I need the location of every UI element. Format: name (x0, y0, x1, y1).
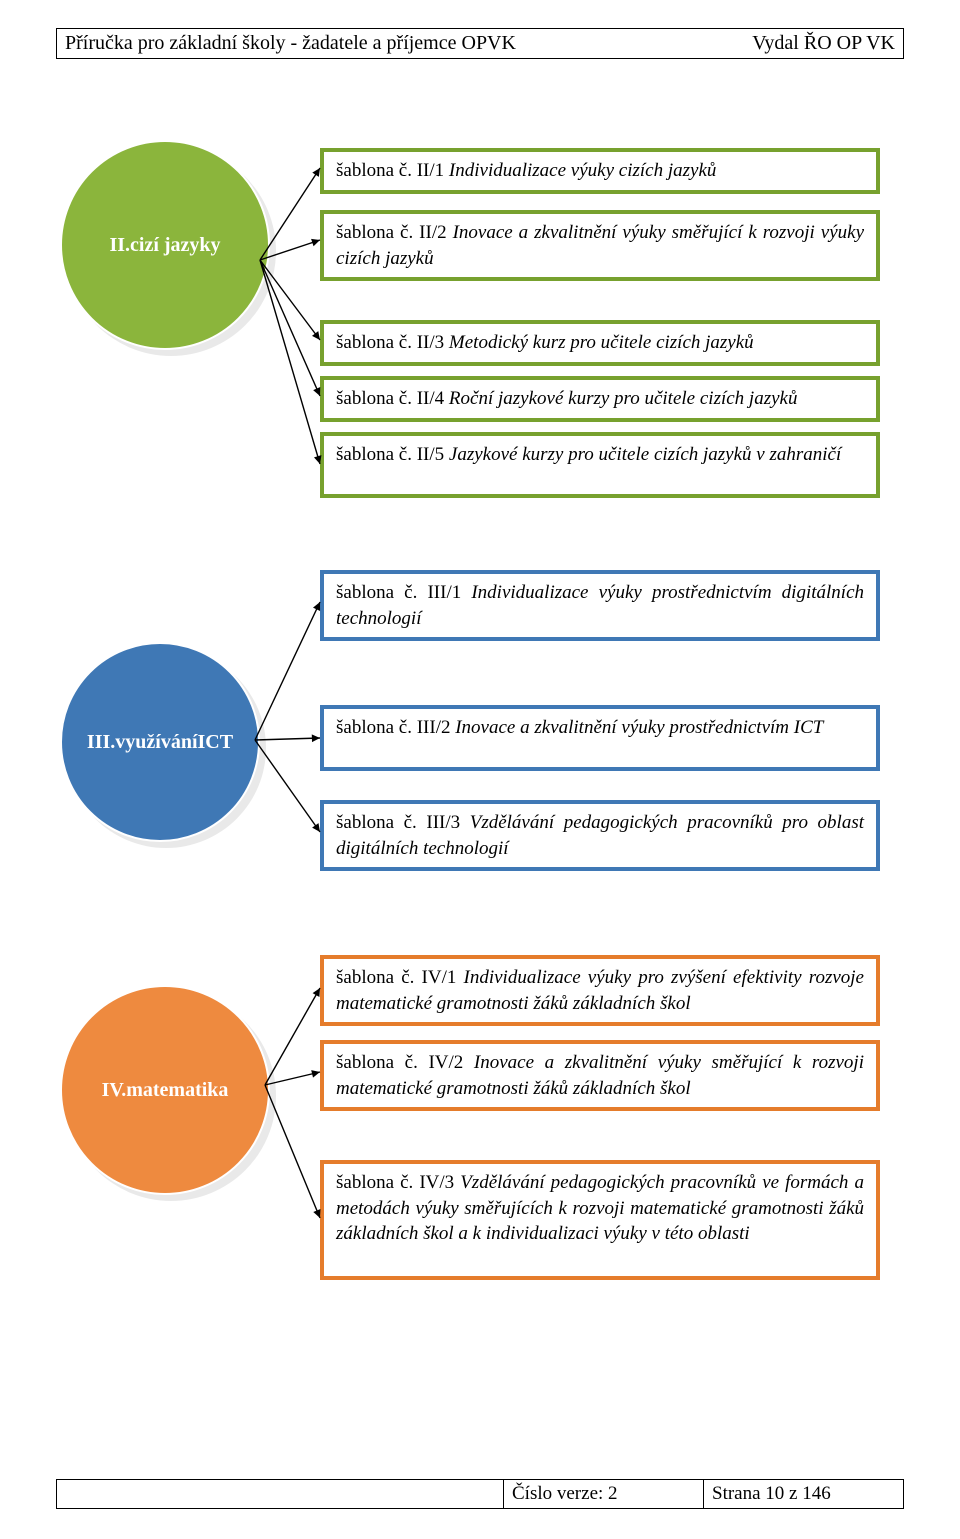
sec2-circle-face: II.cizí jazyky (60, 140, 270, 350)
template-body: Jazykové kurzy pro učitele cizích jazyků… (449, 444, 841, 465)
sec2-circle: II.cizí jazyky (60, 140, 280, 360)
sec3-template-box: šablona č. III/1 Individualizace výuky p… (320, 570, 880, 641)
sec2-template-box: šablona č. II/2 Inovace a zkvalitnění vý… (320, 210, 880, 281)
circle-label-line: II. (109, 233, 130, 258)
template-prefix: šablona č. II/5 (336, 444, 449, 465)
template-body: Inovace a zkvalitnění výuky prostřednict… (455, 717, 823, 738)
sec4-template-box: šablona č. IV/2 Inovace a zkvalitnění vý… (320, 1040, 880, 1111)
sec4-template-box: šablona č. IV/1 Individualizace výuky pr… (320, 955, 880, 1026)
sec3-template-box: šablona č. III/3 Vzdělávání pedagogickýc… (320, 800, 880, 871)
template-prefix: šablona č. IV/3 (336, 1172, 460, 1193)
circle-label-line: ICT (198, 730, 234, 755)
header-right: Vydal ŘO OP VK (752, 32, 895, 55)
template-prefix: šablona č. IV/2 (336, 1052, 474, 1073)
circle-label-line: matematika (126, 1078, 228, 1103)
template-prefix: šablona č. III/2 (336, 717, 455, 738)
sec4-circle-face: IV.matematika (60, 985, 270, 1195)
sec2-template-box: šablona č. II/3 Metodický kurz pro učite… (320, 320, 880, 366)
template-prefix: šablona č. II/3 (336, 332, 449, 353)
header-bar: Příručka pro základní školy - žadatele a… (56, 28, 904, 59)
circle-label-line: IV. (102, 1078, 127, 1103)
footer-version: Číslo verze: 2 (504, 1479, 704, 1509)
sec4-template-box: šablona č. IV/3 Vzdělávání pedagogických… (320, 1160, 880, 1280)
page: Příručka pro základní školy - žadatele a… (0, 0, 960, 1539)
circle-label-line: III. (87, 730, 115, 755)
circle-label-line: cizí jazyky (130, 233, 221, 258)
sec4-circle: IV.matematika (60, 985, 280, 1205)
template-body: Roční jazykové kurzy pro učitele cizích … (449, 388, 798, 409)
sec3-circle: III.využíváníICT (60, 642, 270, 852)
footer-row: Číslo verze: 2 Strana 10 z 146 (56, 1479, 904, 1509)
template-body: Metodický kurz pro učitele cizích jazyků (449, 332, 754, 353)
footer-spacer (56, 1479, 504, 1509)
circle-label-line: využívání (115, 730, 197, 755)
template-body: Individualizace výuky cizích jazyků (449, 160, 716, 181)
header-left: Příručka pro základní školy - žadatele a… (65, 32, 516, 55)
sec3-template-box: šablona č. III/2 Inovace a zkvalitnění v… (320, 705, 880, 771)
sec3-circle-face: III.využíváníICT (60, 642, 260, 842)
template-prefix: šablona č. III/1 (336, 582, 471, 603)
template-prefix: šablona č. II/4 (336, 388, 449, 409)
template-prefix: šablona č. III/3 (336, 812, 470, 833)
sec2-template-box: šablona č. II/1 Individualizace výuky ci… (320, 148, 880, 194)
template-prefix: šablona č. II/2 (336, 222, 453, 243)
footer-page: Strana 10 z 146 (704, 1479, 904, 1509)
sec2-template-box: šablona č. II/5 Jazykové kurzy pro učite… (320, 432, 880, 498)
template-prefix: šablona č. II/1 (336, 160, 449, 181)
template-prefix: šablona č. IV/1 (336, 967, 464, 988)
sec2-template-box: šablona č. II/4 Roční jazykové kurzy pro… (320, 376, 880, 422)
